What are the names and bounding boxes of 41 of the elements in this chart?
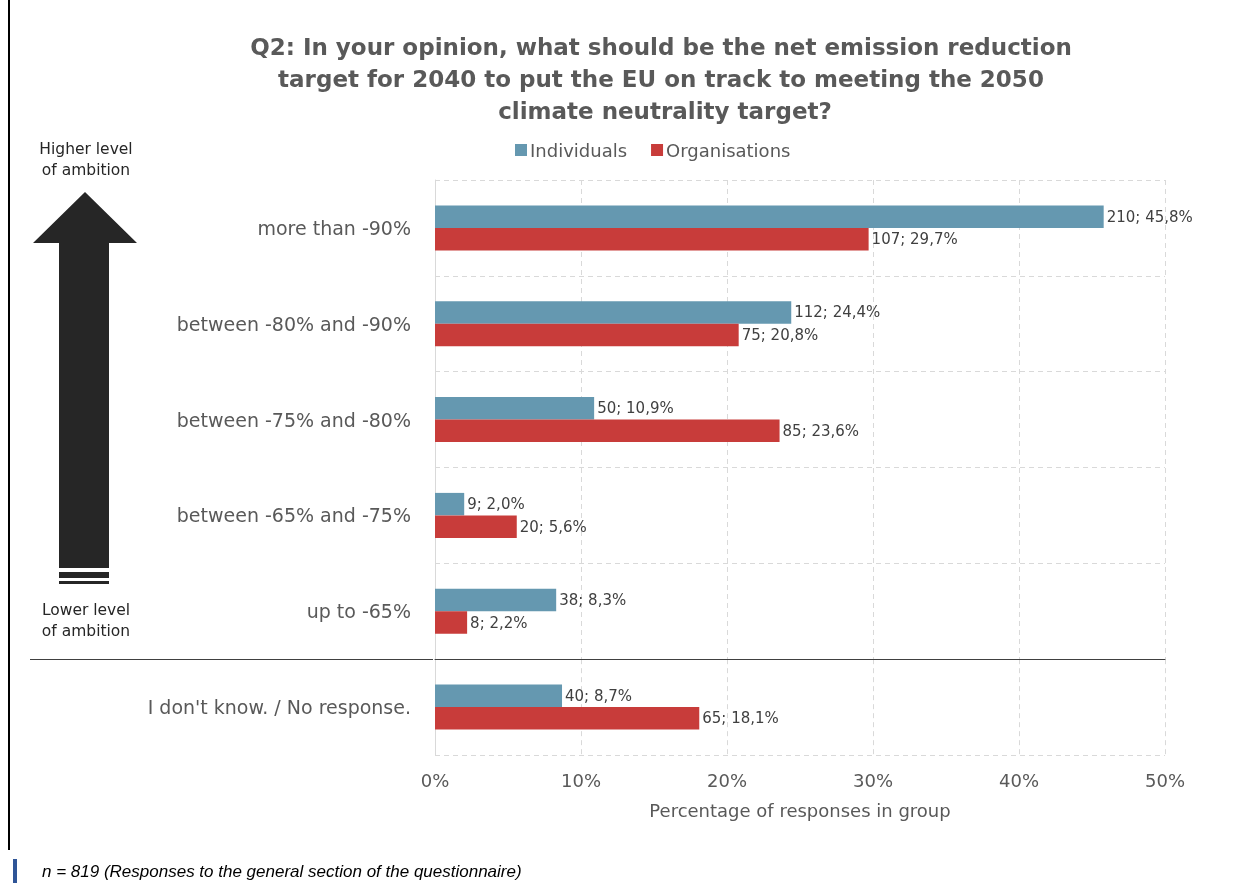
y-tick-label: I don't know. / No response. bbox=[147, 696, 411, 719]
text: Lower level of ambition bbox=[40, 600, 132, 642]
bar bbox=[435, 323, 739, 347]
x-tick-label: 0% bbox=[420, 769, 450, 791]
text: Higher level of ambition bbox=[38, 139, 134, 181]
data-label: 38; 8,3% bbox=[559, 590, 627, 609]
y-tick-label: between -80% and -90% bbox=[176, 312, 411, 335]
x-tick-label: 50% bbox=[1144, 769, 1186, 791]
data-label: 112; 24,4% bbox=[794, 303, 881, 322]
x-tick-label: 20% bbox=[706, 769, 748, 791]
y-tick-label: between -65% and -75% bbox=[176, 504, 411, 527]
data-label: 40; 8,7% bbox=[565, 686, 633, 705]
legend-label: Organisations bbox=[666, 139, 791, 161]
data-label: 20; 5,6% bbox=[519, 517, 587, 536]
data-label: 85; 23,6% bbox=[782, 421, 860, 440]
data-label: 65; 18,1% bbox=[702, 709, 779, 728]
y-tick-label: up to -65% bbox=[306, 600, 411, 623]
x-tick-label: 10% bbox=[560, 769, 602, 791]
data-label: 107; 29,7% bbox=[871, 230, 958, 249]
bar bbox=[435, 492, 465, 516]
bar bbox=[435, 611, 468, 634]
bar bbox=[435, 205, 1104, 228]
bar bbox=[435, 397, 595, 420]
y-tick-label: more than -90% bbox=[257, 216, 411, 239]
x-tick-label: 30% bbox=[852, 769, 894, 791]
data-label: 75; 20,8% bbox=[741, 326, 819, 345]
bar bbox=[435, 227, 869, 251]
data-label: 9; 2,0% bbox=[467, 495, 525, 514]
y-tick-label: between -75% and -80% bbox=[176, 408, 411, 431]
bar bbox=[435, 419, 780, 443]
text: n = 819 (Responses to the general section of the questionnaire) bbox=[42, 862, 522, 882]
data-label: 50; 10,9% bbox=[597, 399, 674, 418]
data-label: 210; 45,8% bbox=[1106, 207, 1193, 226]
chart-title: Q2: In your opinion, what should be the net emission reduction target for 2040 to put the EU on track to meeting the 2050 climate neutrality target? bbox=[250, 34, 1080, 124]
bar bbox=[435, 301, 792, 324]
bar bbox=[435, 588, 557, 612]
data-label: 8; 2,2% bbox=[470, 613, 528, 632]
x-axis-title: Percentage of responses in group bbox=[649, 799, 951, 821]
legend-label: Individuals bbox=[530, 139, 628, 161]
bar bbox=[435, 515, 517, 538]
x-tick-label: 40% bbox=[998, 769, 1040, 791]
